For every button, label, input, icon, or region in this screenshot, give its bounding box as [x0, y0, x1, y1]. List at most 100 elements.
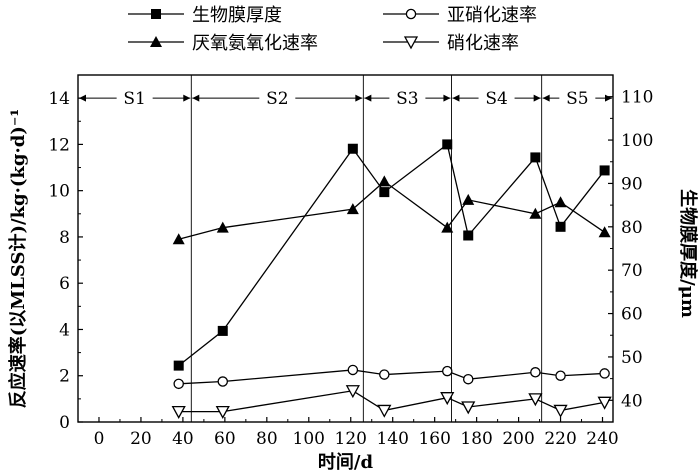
legend-label: 生物膜厚度 [192, 5, 282, 26]
y-left-tick-label: 12 [48, 135, 70, 155]
y-axis-left: 0 2 4 6 8 10 12 14 [48, 89, 83, 433]
y-axis-left-title: 反应速率(以MLSS计)/kg·(kg·d)⁻¹ [7, 109, 29, 408]
x-axis: 0 20 40 60 80 100 120 140 160 180 200 220 240 [94, 417, 619, 449]
x-tick-label: 200 [502, 429, 534, 449]
data-point-square [379, 187, 390, 198]
data-point-circle-open [530, 367, 541, 378]
stage-arrowhead [355, 94, 363, 102]
data-point-circle-open [217, 376, 229, 387]
data-point-triangle-up [554, 196, 567, 208]
stage-arrowhead [605, 94, 612, 102]
data-point-triangle-down-open [171, 405, 186, 419]
y-right-tick-label: 40 [621, 391, 643, 411]
data-point-triangle-down-open [377, 404, 392, 418]
y-left-tick-label: 8 [59, 228, 70, 248]
stage-annotations: S1 S2 S3 S4 S5 [79, 75, 612, 422]
x-tick-label: 100 [293, 429, 325, 449]
data-point-triangle-up [346, 203, 359, 215]
y-left-tick-label: 2 [59, 367, 70, 387]
data-point-square [599, 165, 610, 176]
data-point-square [555, 221, 566, 232]
x-tick-label: 40 [172, 429, 194, 449]
x-tick-label: 240 [586, 429, 618, 449]
data-point-triangle-down-open [215, 405, 230, 419]
y-axis-right: 40 50 60 70 80 90 100 110 [608, 88, 653, 411]
data-point-triangle-up [462, 193, 475, 205]
y-left-tick-label: 14 [48, 89, 70, 109]
legend-label: 硝化速率 [447, 33, 519, 54]
data-point-triangle-down-open [528, 393, 543, 407]
data-point-triangle-up [216, 221, 229, 233]
data-point-triangle-up [529, 207, 542, 219]
legend-label: 亚硝化速率 [447, 5, 537, 26]
data-point-triangle-up [378, 175, 391, 187]
data-point-triangle-down-open [597, 396, 612, 410]
data-point-triangle-down-open [440, 392, 455, 406]
data-point-circle-open [599, 368, 610, 379]
x-tick-label: 120 [335, 429, 367, 449]
data-point-square [347, 143, 358, 154]
series-line-circle-open [178, 369, 605, 385]
y-right-tick-label: 90 [621, 174, 643, 194]
stage-arrowhead [542, 94, 550, 102]
data-point-circle-open [347, 364, 359, 376]
stage-arrowhead [443, 94, 451, 102]
stage-arrowhead [364, 94, 372, 102]
stage-label: S4 [485, 89, 507, 109]
x-tick-label: 80 [256, 429, 278, 449]
data-point-triangle-down-open [345, 385, 360, 399]
y-right-tick-label: 110 [621, 88, 653, 108]
y-left-tick-label: 4 [59, 320, 70, 340]
y-right-tick-label: 100 [621, 131, 653, 151]
data-point-circle-open [173, 378, 184, 390]
series-line-square [178, 143, 606, 367]
x-tick-label: 20 [130, 429, 152, 449]
stage-arrowhead [452, 94, 460, 102]
data-point-square [530, 152, 541, 163]
x-axis-title: 时间/d [318, 452, 374, 473]
data-point-circle-open [555, 370, 566, 381]
stage-label: S1 [123, 89, 145, 109]
data-point-square [463, 230, 474, 241]
stage-label: S3 [396, 89, 418, 109]
y-right-tick-label: 60 [621, 305, 643, 325]
y-axis-right-title: 生物膜厚度/μm [677, 189, 699, 318]
stage-arrowhead [192, 94, 200, 102]
y-right-tick-label: 80 [621, 218, 643, 238]
legend-marker [403, 36, 419, 50]
legend-marker [150, 36, 162, 47]
y-right-tick-label: 50 [621, 348, 643, 368]
y-right-tick-label: 70 [621, 261, 643, 281]
stage-label: S5 [566, 89, 588, 109]
x-tick-label: 160 [418, 429, 450, 449]
data-point-circle-open [462, 373, 474, 385]
y-left-tick-label: 0 [59, 413, 70, 433]
x-tick-label: 140 [376, 429, 408, 449]
legend-marker [405, 8, 417, 20]
legend-marker [151, 9, 161, 19]
data-point-square [217, 325, 228, 336]
stage-label: S2 [266, 89, 288, 109]
x-tick-label: 180 [460, 429, 492, 449]
data-point-triangle-up [441, 221, 454, 233]
legend-label: 厌氧氨氧化速率 [192, 33, 318, 54]
y-left-tick-label: 10 [48, 182, 70, 202]
data-point-square [173, 360, 184, 371]
stage-arrowhead [533, 94, 541, 102]
stage-arrowhead [183, 94, 191, 102]
data-series [171, 139, 612, 419]
x-tick-label: 60 [214, 429, 236, 449]
data-point-triangle-down-open [553, 404, 568, 418]
x-tick-label: 220 [544, 429, 576, 449]
data-point-circle-open [379, 369, 390, 380]
data-point-circle-open [442, 365, 453, 377]
data-point-triangle-down-open [461, 401, 476, 415]
x-tick-label: 0 [94, 429, 105, 449]
data-point-triangle-up [172, 233, 185, 245]
y-left-tick-label: 6 [59, 274, 70, 294]
data-point-triangle-up [598, 226, 611, 238]
data-point-square [442, 139, 453, 150]
series-line-triangle-up [178, 180, 605, 240]
